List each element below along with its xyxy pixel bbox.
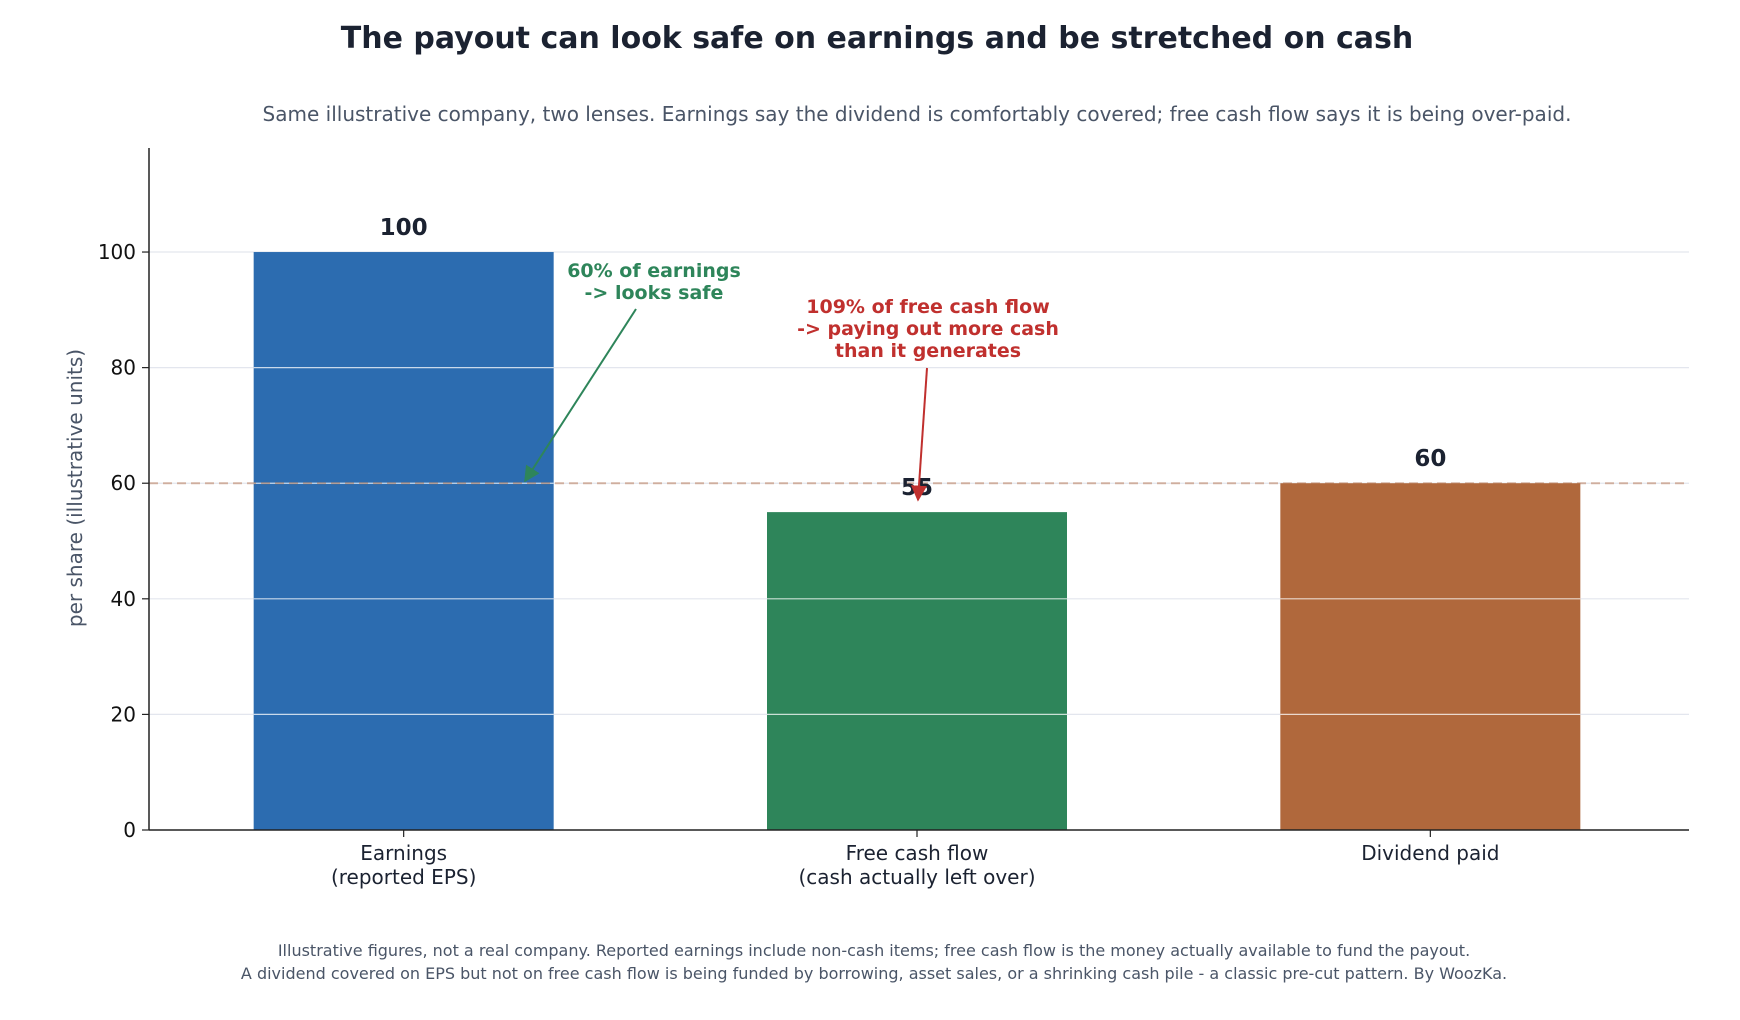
- y-tick-label-20: 20: [111, 702, 136, 726]
- annotations: 60% of earnings -> looks safe 109% of free…: [524, 260, 1059, 502]
- annotation-1: 60% of earnings -> looks safe: [567, 260, 741, 304]
- bar-earnings: [253, 252, 554, 830]
- value-label-dividend-paid: 60: [1414, 446, 1446, 472]
- annotation-arrow-2: [910, 367, 928, 502]
- y-tick-label-40: 40: [111, 587, 136, 611]
- y-tick-label-60: 60: [111, 471, 136, 495]
- footnote-line-2: A dividend covered on EPS but not on fre…: [241, 964, 1507, 983]
- bar-free-cash-flow: [767, 512, 1067, 830]
- x-tick-label-earnings: Earnings (reported EPS): [331, 841, 476, 889]
- y-axis-label: per share (illustrative units): [63, 349, 87, 627]
- chart-subtitle: Same illustrative company, two lenses. E…: [263, 102, 1572, 126]
- bar-dividend-paid: [1280, 483, 1581, 830]
- chart-title: The payout can look safe on earnings and…: [341, 21, 1414, 56]
- axes: 0 20 40 60 80 100 Earnings (reported EPS) Free c…: [98, 148, 1689, 889]
- value-label-earnings: 100: [380, 215, 428, 241]
- y-tick-label-0: 0: [123, 818, 136, 842]
- x-tick-label-free-cash-flow: Free cash flow (cash actually left over): [799, 841, 1036, 889]
- footnote-line-1: Illustrative figures, not a real company…: [278, 941, 1470, 960]
- y-tick-label-80: 80: [111, 356, 136, 380]
- annotation-arrow-1: [524, 308, 637, 483]
- bar-grid-overlay: [253, 367, 1581, 716]
- bars: [253, 252, 1581, 830]
- x-tick-label-dividend-paid: Dividend paid: [1361, 841, 1499, 865]
- value-label-free-cash-flow: 55: [901, 475, 933, 501]
- y-tick-label-100: 100: [98, 240, 136, 264]
- annotation-2: 109% of free cash flow -> paying out more…: [797, 296, 1059, 362]
